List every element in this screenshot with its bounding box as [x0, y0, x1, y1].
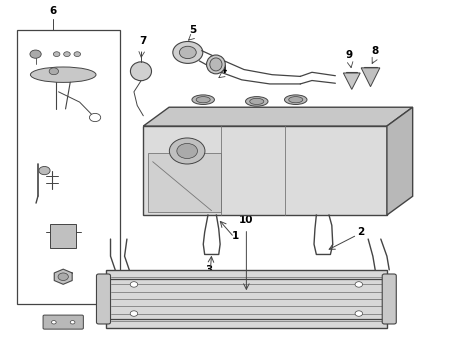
- Ellipse shape: [130, 62, 152, 81]
- Polygon shape: [143, 126, 387, 215]
- FancyBboxPatch shape: [43, 315, 83, 329]
- Circle shape: [355, 311, 363, 316]
- Text: 8: 8: [372, 46, 379, 56]
- Bar: [17, 30, 120, 304]
- Bar: [50, 224, 76, 248]
- Ellipse shape: [192, 95, 214, 104]
- Circle shape: [58, 273, 68, 280]
- Ellipse shape: [289, 97, 303, 103]
- Circle shape: [74, 52, 81, 56]
- Text: 6: 6: [49, 7, 56, 16]
- FancyBboxPatch shape: [382, 274, 396, 324]
- Circle shape: [39, 166, 50, 175]
- Polygon shape: [55, 269, 72, 284]
- Text: 2: 2: [357, 227, 365, 237]
- Ellipse shape: [284, 95, 307, 104]
- Ellipse shape: [246, 97, 268, 106]
- Circle shape: [130, 311, 137, 316]
- Ellipse shape: [207, 55, 225, 74]
- Circle shape: [54, 52, 60, 56]
- Ellipse shape: [250, 98, 264, 104]
- Circle shape: [70, 321, 75, 324]
- Text: 4: 4: [219, 65, 227, 75]
- Circle shape: [179, 46, 196, 58]
- Circle shape: [30, 50, 41, 58]
- Circle shape: [169, 138, 205, 164]
- Polygon shape: [387, 107, 413, 215]
- Text: 3: 3: [206, 265, 213, 275]
- Bar: [106, 270, 387, 328]
- Circle shape: [177, 143, 198, 159]
- Ellipse shape: [30, 67, 96, 82]
- Ellipse shape: [196, 97, 210, 103]
- Circle shape: [355, 282, 363, 287]
- FancyBboxPatch shape: [97, 274, 110, 324]
- Polygon shape: [343, 73, 360, 89]
- Polygon shape: [148, 153, 221, 212]
- Text: 9: 9: [346, 50, 353, 60]
- Text: 10: 10: [239, 215, 254, 226]
- Polygon shape: [143, 107, 413, 126]
- Circle shape: [49, 68, 58, 75]
- Text: 1: 1: [231, 231, 239, 241]
- Ellipse shape: [210, 58, 222, 71]
- Circle shape: [52, 321, 56, 324]
- Text: 5: 5: [189, 25, 196, 34]
- Polygon shape: [361, 68, 380, 87]
- Circle shape: [130, 282, 137, 287]
- Circle shape: [173, 41, 203, 63]
- Circle shape: [64, 52, 70, 56]
- Text: 7: 7: [140, 35, 147, 46]
